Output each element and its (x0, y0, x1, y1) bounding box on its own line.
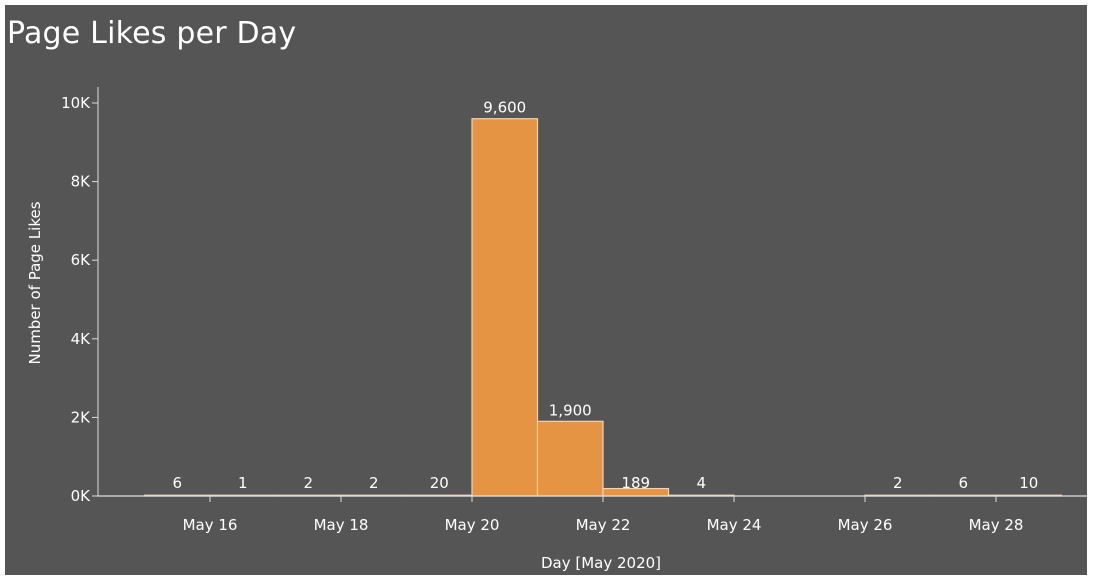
y-tick-label: 4K (71, 330, 92, 348)
y-tick-label: 0K (71, 487, 92, 505)
y-tick-label: 2K (71, 408, 92, 426)
bar-value-label: 1,900 (549, 401, 592, 419)
y-axis-title: Number of Page Likes (26, 201, 44, 364)
bar-value-label: 1 (238, 474, 248, 492)
bar-value-label: 2 (893, 474, 903, 492)
x-tick-label: May 16 (183, 516, 238, 534)
x-tick-label: May 22 (576, 516, 631, 534)
x-tick-label: May 28 (969, 516, 1024, 534)
bar-value-label: 2 (303, 474, 313, 492)
y-tick-label: 10K (61, 94, 91, 112)
x-tick-label: May 20 (445, 516, 500, 534)
bar (471, 118, 539, 497)
x-tick-label: May 24 (707, 516, 762, 534)
chart-title: Page Likes per Day (7, 16, 297, 51)
bar-value-label: 6 (172, 474, 182, 492)
bar-value-label: 2 (369, 474, 379, 492)
x-axis-title: Day [May 2020] (541, 554, 661, 572)
bar-value-label: 9,600 (483, 99, 526, 117)
bar-value-label: 4 (696, 474, 706, 492)
x-tick-label: May 18 (314, 516, 369, 534)
y-tick-label: 8K (71, 173, 92, 191)
bar-value-label: 6 (958, 474, 968, 492)
x-tick-label: May 26 (838, 516, 893, 534)
bar-value-label: 10 (1019, 474, 1038, 492)
bar-value-label: 189 (621, 474, 650, 492)
bar-value-label: 20 (430, 474, 449, 492)
bar (536, 420, 604, 497)
y-tick-label: 6K (71, 251, 92, 269)
